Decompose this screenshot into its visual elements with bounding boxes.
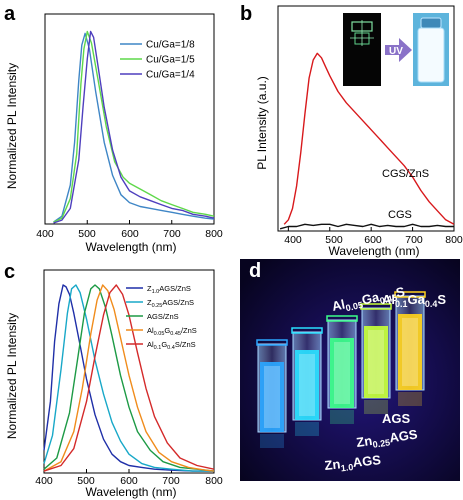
- x-tick-label-b-500: 500: [325, 234, 343, 246]
- x-ticks-c: 400 500 600 700 800: [35, 475, 223, 487]
- series-label-cgs: CGS: [388, 209, 412, 221]
- panel-letter-c: c: [4, 261, 15, 283]
- series-line-a-3: [53, 30, 215, 224]
- x-tick-label-b-800: 800: [445, 234, 463, 246]
- series-line-c-2: [43, 284, 214, 472]
- cuvette-highlight-1: [264, 366, 280, 428]
- x-tick-label-a-400: 400: [36, 228, 54, 240]
- y-axis-title-a: Normalized PL Intensity: [5, 63, 19, 189]
- cuvette-liquid-3: [330, 338, 354, 408]
- x-ticks-b: 400 500 600 700 800: [284, 234, 463, 246]
- x-tick-label-b-700: 700: [405, 234, 423, 246]
- uv-label: UV: [389, 46, 403, 57]
- series-line-b-1: [283, 52, 455, 225]
- plot-frame-b: [277, 5, 455, 232]
- legend-label-c-2: Z0.25AGS/ZnS: [147, 298, 194, 309]
- x-tick-label-c-800: 800: [205, 475, 223, 487]
- series-line-a-2: [53, 30, 215, 223]
- cuvette-rim-1: [256, 339, 288, 346]
- cuvette-reflection-1: [260, 434, 284, 448]
- panel-letter-a: a: [4, 3, 16, 25]
- cuvette-rim-4: [360, 303, 392, 310]
- series-group-b: [279, 52, 455, 231]
- legend-c: Z1.0AGS/ZnS Z0.25AGS/ZnS AGS/ZnS Al0.05G…: [126, 284, 197, 351]
- legend-label-c-1: Z1.0AGS/ZnS: [147, 284, 191, 295]
- cuvette-reflection-2: [295, 422, 319, 436]
- cuvette-4: [360, 303, 392, 414]
- label-al01: Al0.1Ga0.4S: [382, 292, 446, 309]
- x-tick-label-c-600: 600: [120, 475, 138, 487]
- cuvette-liquid-1: [260, 362, 284, 432]
- panel-b: b PL Intensity (a.u.) Wavelength (nm) 40…: [240, 3, 463, 258]
- legend-label-a-3: Cu/Ga=1/4: [146, 70, 195, 81]
- cuvette-reflection-3: [330, 410, 354, 424]
- x-tick-label-b-600: 600: [364, 234, 382, 246]
- cuvette-highlight-3: [334, 342, 350, 404]
- inset-photos: UV: [343, 13, 449, 86]
- cuvette-reflection-4: [364, 400, 388, 414]
- x-ticks-a: 400 500 600 700 800: [36, 228, 223, 240]
- cuvette-liquid-2: [295, 350, 319, 420]
- x-tick-label-c-500: 500: [77, 475, 95, 487]
- x-axis-title-a: Wavelength (nm): [86, 240, 177, 254]
- cuvette-3: [326, 315, 358, 424]
- label-zn10: Zn1.0AGS: [324, 452, 382, 475]
- panel-letter-b: b: [240, 3, 252, 25]
- x-tick-label-a-800: 800: [205, 228, 223, 240]
- cuvette-highlight-4: [368, 330, 384, 394]
- cuvette-highlight-5: [402, 318, 418, 386]
- cuvette-2: [291, 327, 323, 436]
- cuvette-reflection-5: [398, 392, 422, 406]
- series-line-c-5: [43, 284, 215, 472]
- cuvette-liquid-5: [398, 314, 422, 390]
- glowing-vial-icon: [417, 17, 445, 83]
- x-axis-title-c: Wavelength (nm): [86, 485, 177, 499]
- cuvette-5: [394, 291, 426, 406]
- label-zn025: Zn0.25AGS: [355, 426, 419, 451]
- cuvette-group: [256, 291, 426, 448]
- x-tick-label-a-700: 700: [163, 228, 181, 240]
- legend-label-a-2: Cu/Ga=1/5: [146, 55, 195, 66]
- legend-label-c-5: Al0.1G0.4S/ZnS: [147, 340, 196, 351]
- series-group-c: [43, 284, 215, 473]
- cuvette-liquid-4: [364, 326, 388, 398]
- y-axis-title-b: PL Intensity (a.u.): [255, 76, 269, 170]
- series-group-a: [44, 30, 215, 224]
- cuvette-rim-2: [291, 327, 323, 334]
- series-line-b-2: [279, 223, 454, 230]
- cuvette-highlight-2: [299, 354, 315, 416]
- x-tick-label-c-700: 700: [162, 475, 180, 487]
- legend-label-c-3: AGS/ZnS: [147, 312, 179, 321]
- cuvette-rim-3: [326, 315, 358, 322]
- series-line-c-3: [43, 284, 215, 472]
- panel-d: d Al0.1Ga0.4S Al0.05Ga0.45S AGS Zn0.25AG…: [240, 259, 460, 481]
- legend-label-c-4: Al0.05G0.45/ZnS: [147, 326, 197, 337]
- dark-vial-icon: [350, 20, 374, 46]
- x-tick-label-a-500: 500: [78, 228, 96, 240]
- label-al005: Al0.05Ga0.45S: [331, 284, 407, 316]
- x-tick-label-a-600: 600: [121, 228, 139, 240]
- y-axis-title-c: Normalized PL Intensity: [5, 313, 19, 439]
- cuvette-rim-5: [394, 291, 426, 298]
- x-tick-label-b-400: 400: [284, 234, 302, 246]
- x-tick-label-c-400: 400: [35, 475, 53, 487]
- panel-letter-d: d: [249, 260, 261, 282]
- cuvette-1: [256, 339, 288, 448]
- legend-a: Cu/Ga=1/8 Cu/Ga=1/5 Cu/Ga=1/4: [120, 40, 195, 81]
- legend-label-a-1: Cu/Ga=1/8: [146, 40, 195, 51]
- series-line-c-1: [43, 284, 214, 472]
- panel-a: a Normalized PL Intensity Wavelength (nm…: [4, 3, 223, 254]
- arrow-icon: [385, 38, 412, 62]
- series-label-cgs-zns: CGS/ZnS: [382, 168, 429, 180]
- x-axis-title-b: Wavelength (nm): [329, 244, 420, 258]
- series-line-c-4: [43, 284, 215, 472]
- panel-c: c Normalized PL Intensity Wavelength (nm…: [4, 261, 223, 499]
- series-line-a-1: [53, 32, 215, 223]
- label-ags: AGS: [382, 411, 411, 426]
